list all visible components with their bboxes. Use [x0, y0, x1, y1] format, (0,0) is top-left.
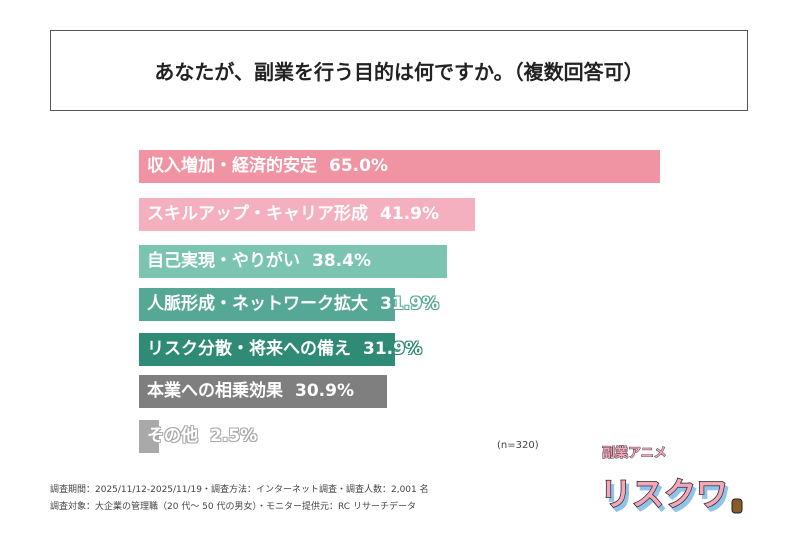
- bar: [139, 150, 660, 183]
- sample-size-note: (n=320): [497, 440, 539, 451]
- category-label: リスク分散・将来への備え: [147, 339, 351, 359]
- bar: [139, 420, 160, 453]
- bar: [139, 288, 395, 321]
- value-label: 31.9%: [380, 294, 439, 314]
- category-label: 自己実現・やりがい: [147, 251, 300, 271]
- value-label: 38.4%: [312, 251, 371, 271]
- bar: [139, 333, 395, 366]
- logo-small-text: 副業アニメ: [602, 445, 667, 461]
- category-label: その他: [147, 426, 198, 446]
- footer-survey-period: 調査期間：2025/11/12-2025/11/19・調査方法：インターネット調…: [50, 485, 429, 495]
- logo-big-text: リスクワ: [600, 475, 728, 513]
- footer-survey-target: 調査対象：大企業の管理職（20 代～ 50 代の男女）・モニター提供元：RC リ…: [50, 502, 416, 512]
- bar: [139, 375, 387, 408]
- category-label: 収入増加・経済的安定: [147, 156, 317, 176]
- value-label: 2.5%: [210, 426, 258, 446]
- category-label: 人脈形成・ネットワーク拡大: [147, 294, 368, 314]
- value-label: 65.0%: [329, 156, 388, 176]
- bar: [139, 245, 447, 278]
- bar-label: 収入増加・経済的安定 65.0%: [139, 150, 388, 183]
- risukuwa-logo: 副業アニメ リスクワ: [599, 445, 743, 514]
- category-label: 本業への相乗効果: [147, 381, 283, 401]
- value-label: 30.9%: [295, 381, 354, 401]
- bar-label: 人脈形成・ネットワーク拡大 31.9%: [139, 288, 439, 321]
- bar-label: 本業への相乗効果 30.9%: [139, 375, 354, 408]
- bar: [139, 198, 475, 231]
- value-label: 41.9%: [380, 204, 439, 224]
- bar-label: リスク分散・将来への備え 31.9%: [139, 333, 422, 366]
- bar-label: その他 2.5%: [139, 420, 257, 453]
- category-label: スキルアップ・キャリア形成: [147, 204, 368, 224]
- chart-title: あなたが、副業を行う目的は何ですか。（複数回答可）: [154, 60, 644, 84]
- bar-label: 自己実現・やりがい 38.4%: [139, 245, 371, 278]
- acorn-icon: [731, 498, 743, 514]
- bar-label: スキルアップ・キャリア形成 41.9%: [139, 198, 439, 231]
- value-label: 31.9%: [363, 339, 422, 359]
- title-box: あなたが、副業を行う目的は何ですか。（複数回答可）: [50, 30, 748, 111]
